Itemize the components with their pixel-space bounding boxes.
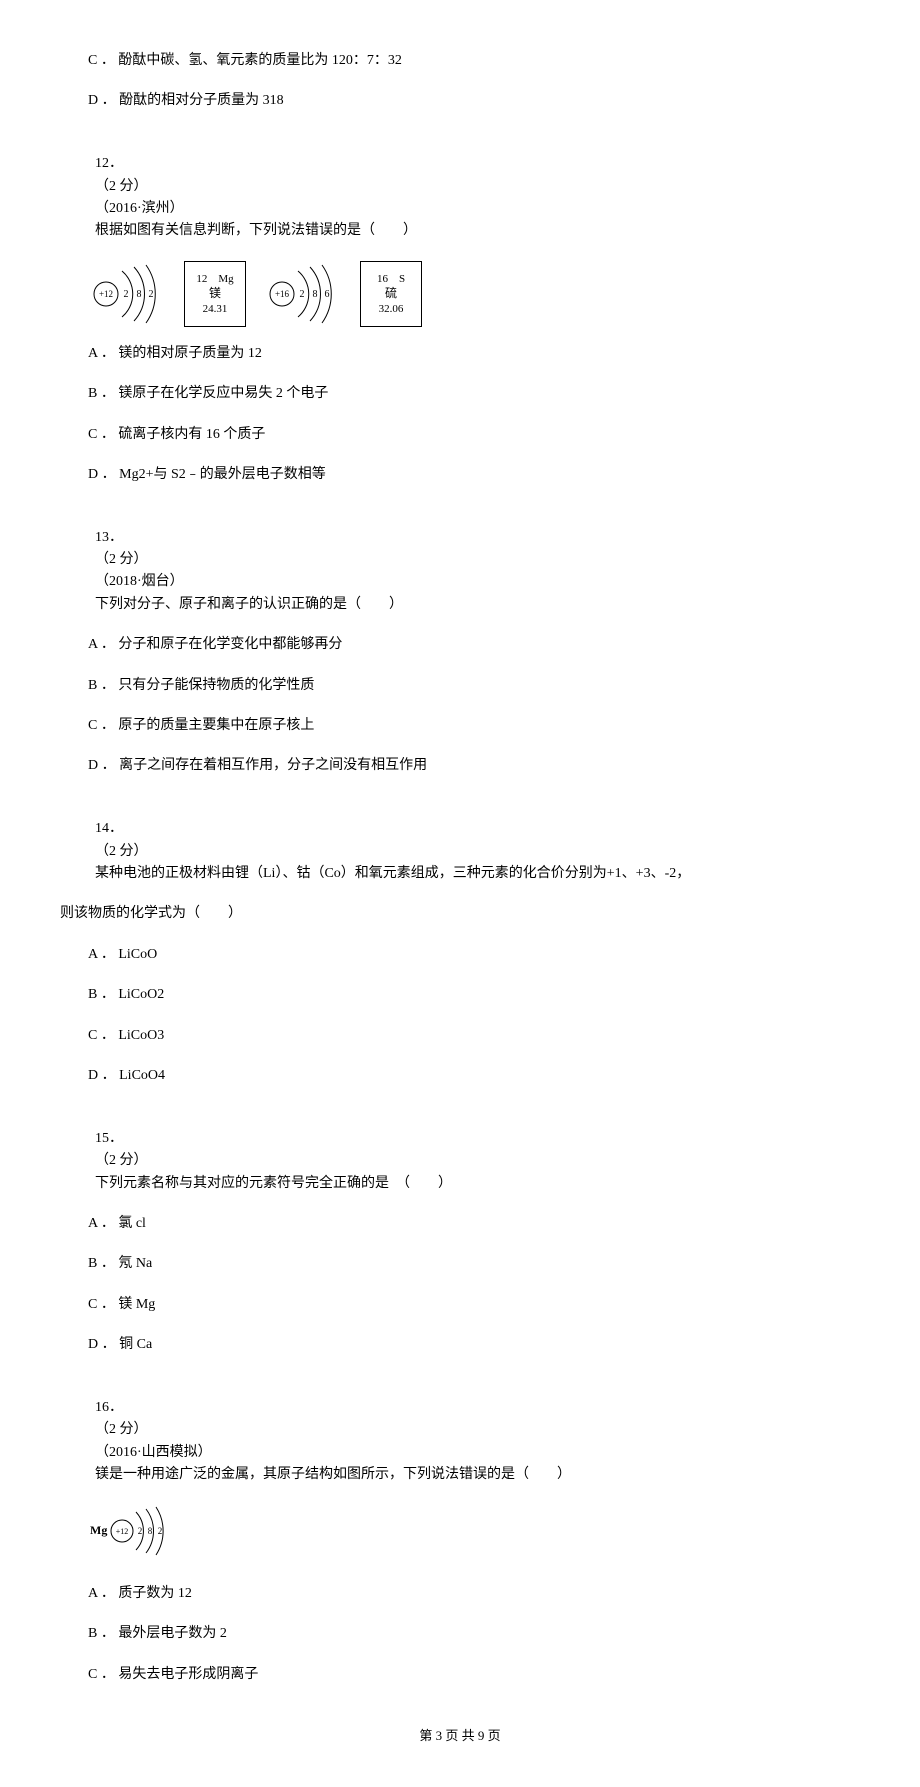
q14-c-text: LiCoO3 [118, 1028, 164, 1043]
q14-points: （2 分） [95, 844, 148, 859]
q12-c-text: 硫离子核内有 16 个质子 [118, 427, 265, 442]
s-card-name: 硫 [385, 286, 397, 302]
q16-mg-label: Mg [90, 1523, 107, 1537]
q16-number: 16． [95, 1400, 123, 1415]
s-shell1: 2 [300, 289, 305, 300]
q12-points: （2 分） [95, 179, 148, 194]
q13-number: 13． [95, 530, 123, 545]
mg-atom-diagram: +12 2 8 2 [88, 261, 166, 327]
mg-card-mass: 24.31 [203, 302, 228, 316]
q16-stem-text: 镁是一种用途广泛的金属，其原子结构如图所示，下列说法错误的是（ ） [95, 1467, 571, 1482]
q16-c-text: 易失去电子形成阴离子 [118, 1667, 258, 1682]
q16-points: （2 分） [95, 1422, 148, 1437]
q16-shell1: 2 [138, 1526, 143, 1536]
q16-diagram: Mg +12 2 8 2 [88, 1504, 860, 1566]
mg-element-card: 12 Mg 镁 24.31 [184, 261, 246, 327]
q11-c-text: 酚酞中碳、氢、氧元素的质量比为 120：7：32 [118, 53, 402, 68]
q13-c-text: 原子的质量主要集中在原子核上 [118, 718, 314, 733]
q13-source: （2018·烟台） [95, 574, 184, 589]
q15-option-b: B ． 氖 Na [60, 1253, 860, 1275]
q16-option-c: C ． 易失去电子形成阴离子 [60, 1664, 860, 1686]
q15-option-c: C ． 镁 Mg [60, 1294, 860, 1316]
q12-a-text: 镁的相对原子质量为 12 [118, 346, 262, 361]
q16-option-a: A ． 质子数为 12 [60, 1583, 860, 1605]
mg-shell3: 2 [149, 289, 154, 300]
q15-number: 15． [95, 1131, 123, 1146]
q13-option-a: A ． 分子和原子在化学变化中都能够再分 [60, 634, 860, 656]
q14-stem-text1: 某种电池的正极材料由锂（Li）、钴（Co）和氧元素组成，三种元素的化合价分别为+… [95, 866, 690, 881]
q16-stem: 16． （2 分） （2016·山西模拟） 镁是一种用途广泛的金属，其原子结构如… [60, 1374, 860, 1486]
mg-nucleus-text: +12 [99, 289, 113, 299]
q12-option-c: C ． 硫离子核内有 16 个质子 [60, 424, 860, 446]
q16-shell2: 8 [148, 1526, 153, 1536]
mg-card-row1: 12 Mg [196, 272, 233, 286]
q13-d-text: 离子之间存在着相互作用，分子之间没有相互作用 [119, 758, 427, 773]
q14-option-a: A ． LiCoO [60, 944, 860, 966]
q15-c-text: 镁 Mg [118, 1297, 155, 1312]
q15-stem-text: 下列元素名称与其对应的元素符号完全正确的是 （ ） [95, 1176, 452, 1191]
q15-option-a: A ． 氯 cl [60, 1213, 860, 1235]
q15-stem: 15． （2 分） 下列元素名称与其对应的元素符号完全正确的是 （ ） [60, 1105, 860, 1195]
q16-mg-atom-diagram: Mg +12 2 8 2 [88, 1504, 184, 1558]
q13-a-text: 分子和原子在化学变化中都能够再分 [118, 637, 342, 652]
q16-a-text: 质子数为 12 [118, 1586, 192, 1601]
q14-option-c: C ． LiCoO3 [60, 1025, 860, 1047]
q15-option-d: D ． 铜 Ca [60, 1334, 860, 1356]
q12-option-a: A ． 镁的相对原子质量为 12 [60, 343, 860, 365]
q12-option-b: B ． 镁原子在化学反应中易失 2 个电子 [60, 383, 860, 405]
q13-b-text: 只有分子能保持物质的化学性质 [118, 678, 314, 693]
q14-a-text: LiCoO [118, 947, 157, 962]
s-card-mass: 32.06 [379, 302, 404, 316]
q15-a-text: 氯 cl [118, 1216, 146, 1231]
s-shell3: 6 [325, 289, 330, 300]
q14-option-d: D ． LiCoO4 [60, 1065, 860, 1087]
q13-option-d: D ． 离子之间存在着相互作用，分子之间没有相互作用 [60, 755, 860, 777]
q11-d-text: 酚酞的相对分子质量为 318 [119, 93, 284, 108]
q12-b-text: 镁原子在化学反应中易失 2 个电子 [118, 386, 328, 401]
q12-number: 12． [95, 156, 123, 171]
q14-option-b: B ． LiCoO2 [60, 984, 860, 1006]
q13-stem: 13． （2 分） （2018·烟台） 下列对分子、原子和离子的认识正确的是（ … [60, 504, 860, 616]
q16-b-text: 最外层电子数为 2 [118, 1626, 227, 1641]
q12-stem: 12． （2 分） （2016·滨州） 根据如图有关信息判断，下列说法错误的是（… [60, 131, 860, 243]
q15-b-text: 氖 Na [118, 1256, 152, 1271]
s-shell2: 8 [313, 289, 318, 300]
q13-option-c: C ． 原子的质量主要集中在原子核上 [60, 715, 860, 737]
q12-source: （2016·滨州） [95, 201, 184, 216]
q16-shell3: 2 [158, 1526, 163, 1536]
mg-card-name: 镁 [209, 286, 221, 302]
s-element-card: 16 S 硫 32.06 [360, 261, 422, 327]
q11-option-d: D ． 酚酞的相对分子质量为 318 [60, 90, 860, 112]
s-atom-diagram: +16 2 8 6 [264, 261, 342, 327]
q12-stem-text: 根据如图有关信息判断，下列说法错误的是（ ） [95, 223, 417, 238]
q15-points: （2 分） [95, 1153, 148, 1168]
q11-option-c: C ． 酚酞中碳、氢、氧元素的质量比为 120：7：32 [60, 50, 860, 72]
q13-stem-text: 下列对分子、原子和离子的认识正确的是（ ） [95, 597, 403, 612]
q16-source: （2016·山西模拟） [95, 1445, 212, 1460]
mg-shell2: 8 [137, 289, 142, 300]
page-footer: 第 3 页 共 9 页 [60, 1726, 860, 1747]
q12-d-text: Mg2+与 S2﹣的最外层电子数相等 [119, 467, 326, 482]
q14-number: 14． [95, 821, 123, 836]
q13-option-b: B ． 只有分子能保持物质的化学性质 [60, 675, 860, 697]
q16-nucleus: +12 [116, 1527, 129, 1536]
q16-option-b: B ． 最外层电子数为 2 [60, 1623, 860, 1645]
mg-shell1: 2 [124, 289, 129, 300]
q13-points: （2 分） [95, 552, 148, 567]
q14-stem-line2: 则该物质的化学式为（ ） [60, 903, 860, 925]
s-card-row1: 16 S [377, 272, 405, 286]
q14-b-text: LiCoO2 [118, 987, 164, 1002]
q12-diagram: +12 2 8 2 12 Mg 镁 24.31 +16 2 8 6 16 S 硫… [88, 261, 860, 327]
q15-d-text: 铜 Ca [119, 1337, 152, 1352]
s-nucleus-text: +16 [275, 289, 290, 299]
q14-stem-line1: 14． （2 分） 某种电池的正极材料由锂（Li）、钴（Co）和氧元素组成，三种… [60, 796, 860, 886]
q14-d-text: LiCoO4 [119, 1068, 165, 1083]
q12-option-d: D ． Mg2+与 S2﹣的最外层电子数相等 [60, 464, 860, 486]
